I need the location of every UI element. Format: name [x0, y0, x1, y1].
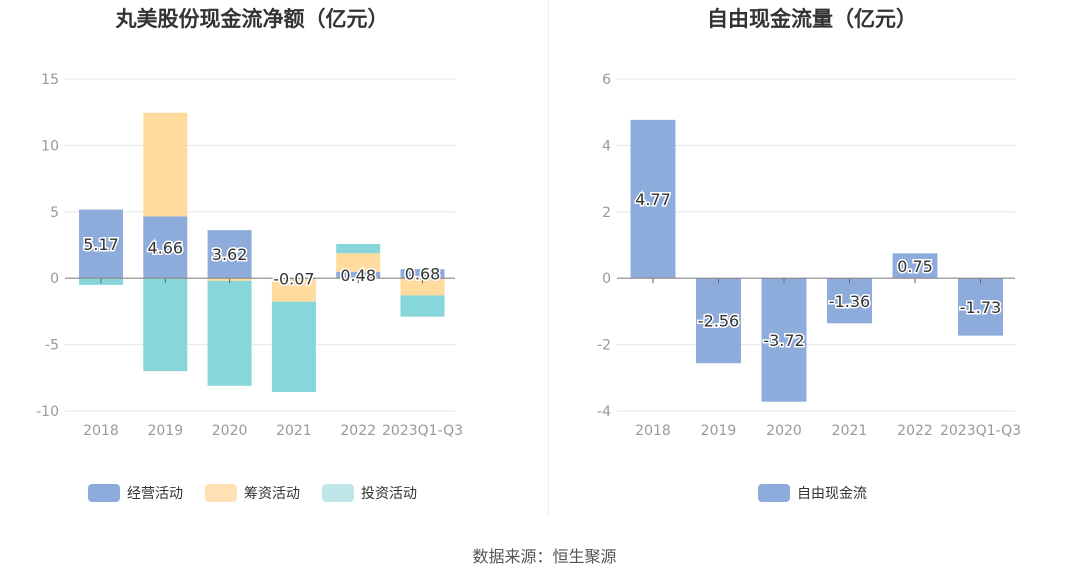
bar-筹资活动-2021	[271, 279, 316, 302]
chart-2: 自由现金流量（亿元） 6 4 2 0 -2 -4 2018 2019 2020 2021 2022 20…	[597, 7, 1021, 502]
x-tick-label: 2022	[897, 423, 933, 439]
data-label: 0.48	[340, 266, 376, 285]
data-label: 0.68	[405, 265, 441, 284]
y-tick-label: 5	[50, 205, 59, 221]
x-tick-label: 2018	[635, 423, 671, 439]
data-label: -1.36	[829, 292, 870, 311]
data-source-note: 数据来源：恒生聚源	[472, 547, 617, 566]
x-tick-label: 2023Q1-Q3	[940, 423, 1021, 439]
legend-item-投资活动[interactable]: 投资活动	[322, 484, 417, 502]
legend-swatch	[758, 484, 790, 502]
legend-swatch	[322, 484, 354, 502]
data-label: -0.07	[273, 270, 314, 289]
chart-title: 丸美股份现金流净额（亿元）	[115, 7, 389, 31]
bar-投资活动-2019	[143, 278, 188, 372]
bar-筹资活动-2022	[336, 253, 381, 272]
data-label: 0.75	[897, 257, 933, 276]
y-tick-label: 15	[41, 72, 59, 88]
x-tick-label: 2021	[832, 423, 868, 439]
chart-title: 自由现金流量（亿元）	[707, 7, 917, 31]
bar-自由现金流-2019	[696, 278, 741, 364]
bar-自由现金流-2018	[630, 119, 676, 279]
bar-自由现金流-2022	[892, 253, 938, 279]
y-tick-label: -10	[36, 404, 59, 420]
bar-自由现金流-2021	[827, 278, 872, 324]
bar-经营活动-2022	[336, 271, 381, 279]
legend-item-经营活动[interactable]: 经营活动	[88, 484, 183, 502]
y-tick-label: 0	[602, 271, 611, 287]
legend-label: 投资活动	[361, 486, 417, 502]
bar-投资活动-2021	[271, 301, 316, 393]
x-tick-label: 2023Q1-Q3	[382, 423, 463, 439]
x-tick-label: 2019	[147, 423, 183, 439]
x-tick-label: 2019	[701, 423, 737, 439]
bar-投资活动-2023Q1-Q3	[400, 295, 445, 317]
y-tick-label: -4	[597, 404, 611, 420]
x-tick-label: 2020	[212, 423, 248, 439]
x-tick-label: 2021	[276, 423, 312, 439]
bar-自由现金流-2020	[761, 278, 807, 402]
bar-筹资活动-2023Q1-Q3	[400, 278, 445, 296]
legend-swatch	[88, 484, 120, 502]
bar-自由现金流-2023Q1-Q3	[958, 278, 1003, 336]
chart-1: 丸美股份现金流净额（亿元） 15 10 5 0 -5 -10 2018 2019 2020 2021…	[36, 7, 463, 502]
data-label: -2.56	[698, 312, 739, 331]
legend-label: 经营活动	[127, 486, 183, 502]
bar-经营活动-2023Q1-Q3	[400, 269, 445, 279]
legend-item-自由现金流[interactable]: 自由现金流	[758, 484, 867, 502]
y-tick-label: 10	[41, 138, 59, 154]
data-label: 3.62	[212, 245, 248, 264]
bar-经营活动-2019	[143, 216, 188, 279]
bar-投资活动-2020	[207, 280, 252, 386]
data-label: 4.77	[635, 190, 671, 209]
x-tick-label: 2018	[83, 423, 119, 439]
bar-经营活动-2020	[207, 230, 252, 279]
y-tick-label: 0	[50, 271, 59, 287]
bar-筹资活动-2019	[143, 112, 188, 217]
bar-经营活动-2018	[79, 209, 123, 279]
y-tick-label: 4	[602, 138, 611, 154]
legend-label: 自由现金流	[797, 486, 867, 502]
data-label: 4.66	[147, 238, 183, 257]
x-tick-label: 2022	[340, 423, 376, 439]
data-label: -1.73	[960, 298, 1001, 317]
data-label: -3.72	[763, 331, 804, 350]
y-tick-label: -2	[597, 338, 611, 354]
legend-item-筹资活动[interactable]: 筹资活动	[205, 484, 300, 502]
charts-canvas: 丸美股份现金流净额（亿元） 15 10 5 0 -5 -10 2018 2019 2020 2021…	[36, 7, 1021, 502]
x-tick-label: 2020	[766, 423, 802, 439]
legend-swatch	[205, 484, 237, 502]
legend-label: 筹资活动	[244, 485, 300, 502]
y-tick-label: 2	[602, 205, 611, 221]
chart-divider	[548, 0, 549, 515]
bar-投资活动-2022	[336, 243, 381, 254]
y-tick-label: 6	[602, 72, 611, 88]
y-tick-label: -5	[45, 338, 59, 354]
data-label: 5.17	[83, 235, 119, 254]
